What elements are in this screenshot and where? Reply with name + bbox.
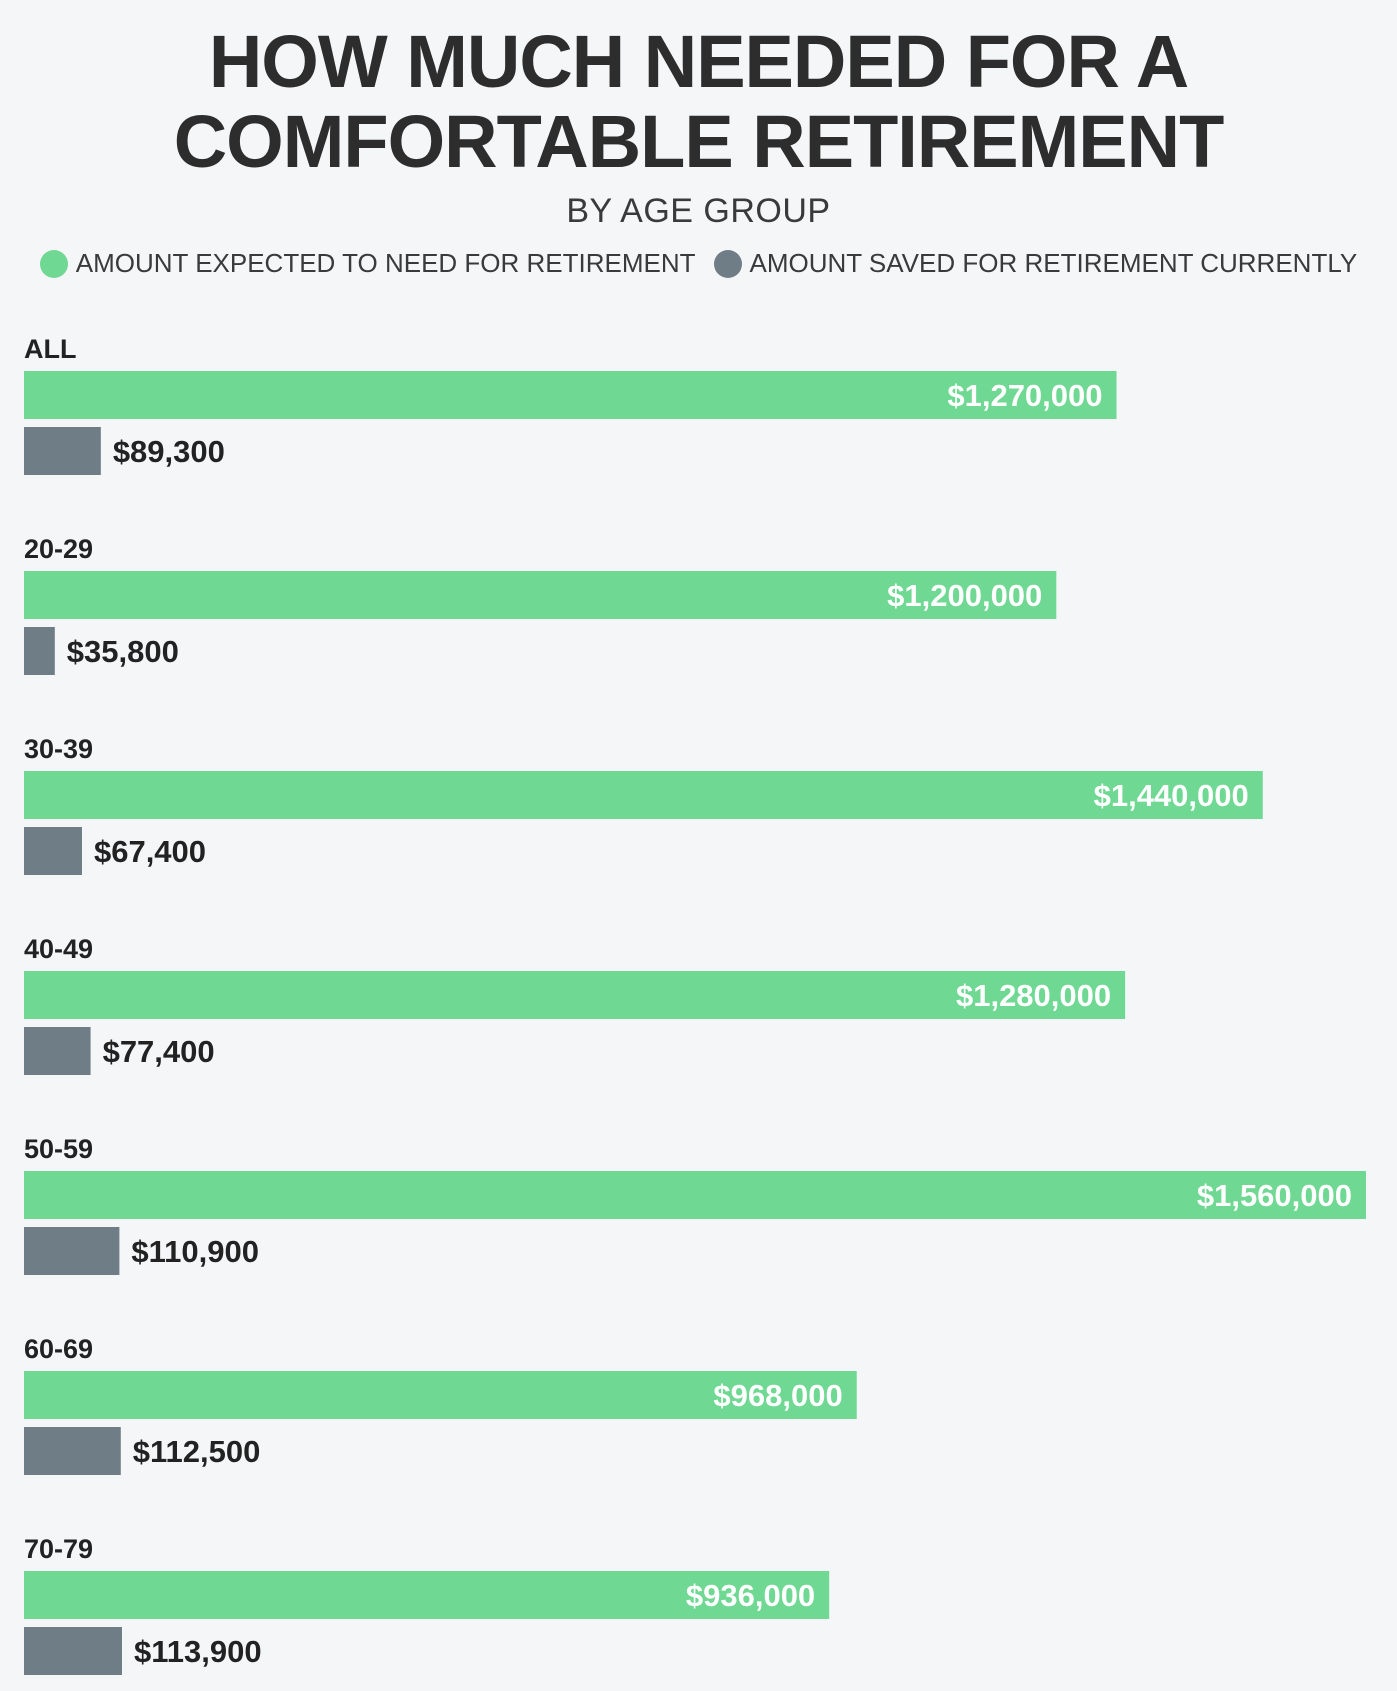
- legend-item-expected: AMOUNT EXPECTED TO NEED FOR RETIREMENT: [39, 248, 696, 279]
- legend-swatch-saved: [713, 249, 742, 278]
- group-label-60-69: 60-69: [24, 1334, 93, 1364]
- bar-expected-20-29: [24, 571, 1057, 619]
- group-label-50-59: 50-59: [24, 1134, 93, 1164]
- value-label-saved-70-79: $113,900: [134, 1634, 262, 1669]
- bar-expected-60-69: [24, 1371, 857, 1419]
- group-label-20-29: 20-29: [24, 534, 93, 564]
- bar-expected-40-49: [24, 971, 1126, 1019]
- bar-saved-20-29: [24, 627, 55, 675]
- chart-subtitle: BY AGE GROUP: [566, 192, 831, 230]
- value-label-saved-50-59: $110,900: [131, 1234, 259, 1269]
- legend: AMOUNT EXPECTED TO NEED FOR RETIREMENT A…: [0, 248, 1397, 279]
- legend-label-expected: AMOUNT EXPECTED TO NEED FOR RETIREMENT: [75, 248, 696, 278]
- value-label-expected-70-79: $936,000: [686, 1578, 815, 1613]
- legend-item-saved: AMOUNT SAVED FOR RETIREMENT CURRENTLY: [713, 248, 1358, 279]
- value-label-saved-60-69: $112,500: [133, 1434, 261, 1469]
- value-label-saved-40-49: $77,400: [103, 1034, 215, 1069]
- bar-saved-60-69: [24, 1427, 121, 1475]
- value-label-saved-20-29: $35,800: [67, 634, 179, 669]
- value-label-expected-50-59: $1,560,000: [1197, 1178, 1352, 1213]
- value-label-expected-60-69: $968,000: [713, 1378, 842, 1413]
- group-label-30-39: 30-39: [24, 734, 93, 764]
- chart-title: HOW MUCH NEEDED FOR A COMFORTABLE RETIRE…: [0, 22, 1397, 182]
- bar-expected-50-59: [24, 1171, 1366, 1219]
- group-label-40-49: 40-49: [24, 934, 93, 964]
- title-line-2: COMFORTABLE RETIREMENT: [173, 100, 1225, 183]
- bar-saved-40-49: [24, 1027, 91, 1075]
- legend-swatch-expected: [39, 249, 68, 278]
- group-label-70-79: 70-79: [24, 1534, 93, 1564]
- title-line-1: HOW MUCH NEEDED FOR A: [208, 20, 1189, 103]
- bar-expected-30-39: [24, 771, 1263, 819]
- legend-label-saved: AMOUNT SAVED FOR RETIREMENT CURRENTLY: [749, 248, 1358, 278]
- value-label-expected-20-29: $1,200,000: [887, 578, 1042, 613]
- bar-saved-50-59: [24, 1227, 120, 1275]
- bar-saved-70-79: [24, 1627, 122, 1675]
- group-label-all: ALL: [24, 334, 76, 364]
- value-label-expected-all: $1,270,000: [947, 378, 1102, 413]
- bar-expected-all: [24, 371, 1117, 419]
- value-label-saved-30-39: $67,400: [94, 834, 206, 869]
- value-label-saved-all: $89,300: [113, 434, 225, 469]
- bar-saved-30-39: [24, 827, 82, 875]
- value-label-expected-40-49: $1,280,000: [956, 978, 1111, 1013]
- value-label-expected-30-39: $1,440,000: [1094, 778, 1249, 813]
- bar-saved-all: [24, 427, 101, 475]
- bar-expected-70-79: [24, 1571, 830, 1619]
